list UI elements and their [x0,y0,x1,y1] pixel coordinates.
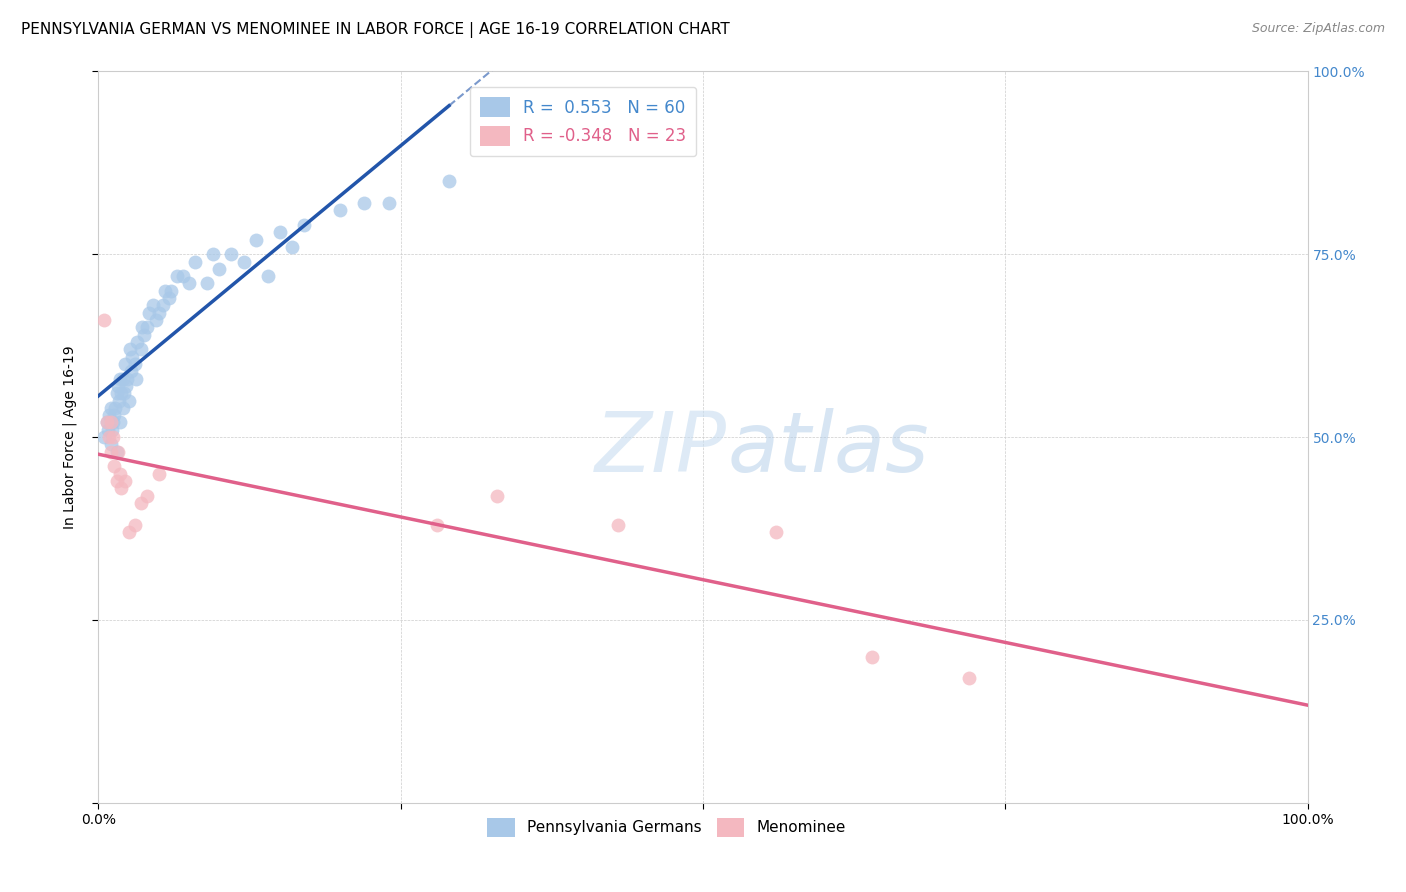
Text: ZIP: ZIP [595,408,727,489]
Point [124,357,146,371]
Point [93,430,115,444]
Point [202,247,225,261]
Point [353,196,375,211]
Point [108,416,131,430]
Text: PENNSYLVANIA GERMAN VS MENOMINEE IN LABOR FORCE | AGE 16-19 CORRELATION CHART: PENNSYLVANIA GERMAN VS MENOMINEE IN LABO… [21,22,730,38]
Point [125,371,148,385]
Point [377,196,399,211]
Point [96,416,118,430]
Point [98,430,121,444]
Point [221,247,243,261]
Point [860,649,883,664]
Y-axis label: In Labor Force | Age 16-19: In Labor Force | Age 16-19 [62,345,77,529]
Point [153,284,176,298]
Point [118,393,141,408]
Point [129,496,152,510]
Point [117,371,139,385]
Point [138,306,160,320]
Point [98,408,121,422]
Point [269,225,291,239]
Point [93,313,115,327]
Point [256,269,278,284]
Point [607,517,630,532]
Point [129,343,152,357]
Point [108,393,131,408]
Point [148,467,170,481]
Text: atlas: atlas [727,408,929,489]
Point [100,437,122,451]
Point [172,269,194,284]
Point [112,386,135,401]
Point [765,525,787,540]
Point [127,334,149,349]
Point [105,386,128,401]
Point [110,481,132,495]
Point [100,416,122,430]
Point [292,218,315,232]
Legend: Pennsylvania Germans, Menominee: Pennsylvania Germans, Menominee [481,812,852,843]
Point [105,444,128,458]
Point [135,489,157,503]
Point [131,320,153,334]
Point [108,467,131,481]
Point [104,401,127,415]
Point [142,298,165,312]
Point [107,444,129,458]
Point [120,364,142,378]
Point [114,357,136,371]
Point [157,291,180,305]
Point [426,517,449,532]
Point [118,525,141,540]
Point [148,306,170,320]
Point [152,298,174,312]
Point [100,423,122,437]
Point [957,672,980,686]
Point [195,277,218,291]
Point [111,371,134,385]
Point [103,408,125,422]
Point [329,203,352,218]
Point [96,416,118,430]
Text: Source: ZipAtlas.com: Source: ZipAtlas.com [1251,22,1385,36]
Point [184,254,207,268]
Point [100,401,122,415]
Point [135,320,157,334]
Point [121,350,143,364]
Point [100,444,122,458]
Point [124,517,146,532]
Point [208,261,231,276]
Point [118,343,141,357]
Point [245,233,267,247]
Point [232,254,254,268]
Point [281,240,304,254]
Point [486,489,509,503]
Point [103,459,125,474]
Point [101,416,124,430]
Point [110,386,132,401]
Point [134,327,156,342]
Point [115,379,138,393]
Point [108,371,131,385]
Point [145,313,167,327]
Point [105,474,128,488]
Point [114,474,136,488]
Point [111,401,134,415]
Point [179,277,201,291]
Point [101,430,124,444]
Point [437,174,460,188]
Point [107,379,129,393]
Point [160,284,183,298]
Point [97,423,120,437]
Point [166,269,188,284]
